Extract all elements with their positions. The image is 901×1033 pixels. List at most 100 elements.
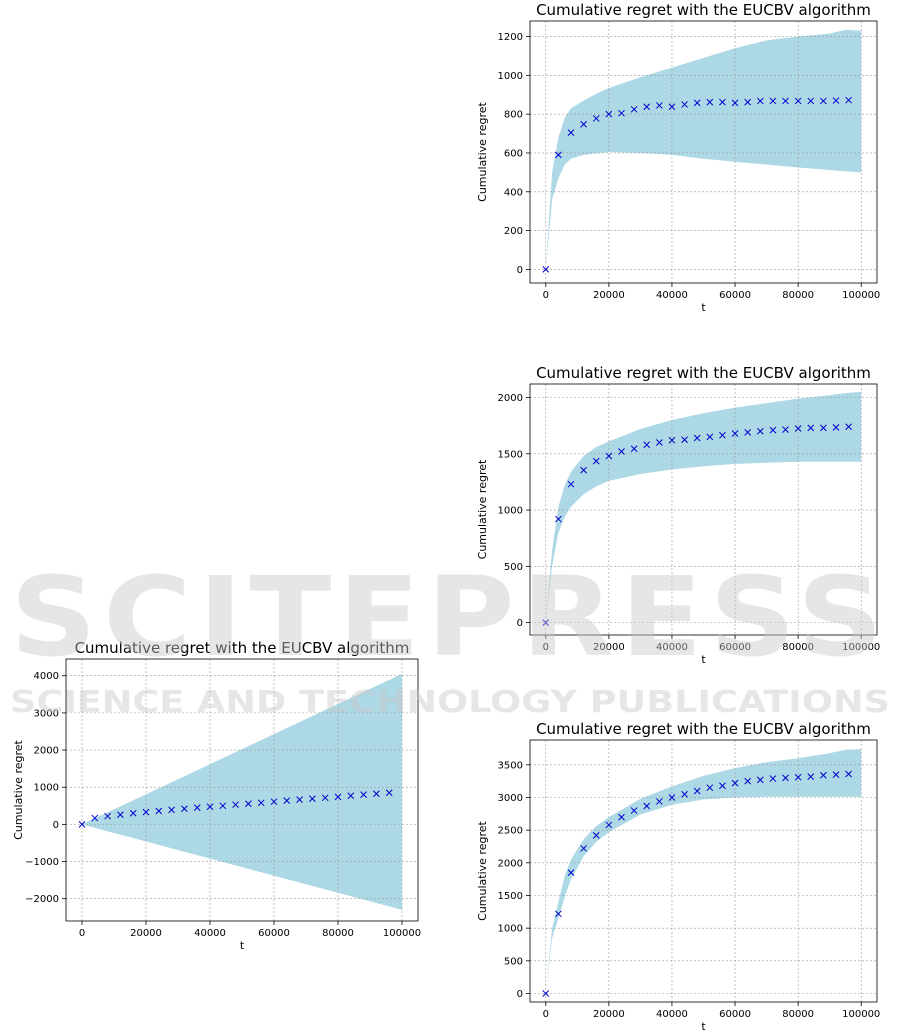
y-tick-label: 2000 (498, 858, 523, 869)
y-tick-label: 3000 (34, 708, 59, 719)
data-point (618, 109, 625, 117)
plot-frame (529, 383, 878, 636)
data-point (719, 98, 726, 106)
data-point (693, 434, 701, 442)
chart-title: Cumulative regret with the EUCBV algorit… (536, 1, 871, 19)
y-tick-label: 2500 (498, 826, 523, 837)
data-point (782, 426, 789, 433)
watermark-main: SCITEPRESS (10, 553, 890, 681)
x-tick-label: 100000 (383, 928, 421, 939)
data-point (769, 426, 777, 434)
data-point (168, 806, 175, 814)
y-axis-label: Cumulative regret (12, 739, 25, 839)
x-tick-label: 80000 (782, 290, 814, 301)
data-point (232, 801, 239, 809)
x-tick-label: 60000 (719, 1009, 751, 1020)
y-axis-label: Cumulative regret (476, 459, 489, 559)
plot-frame (529, 739, 878, 1003)
data-point (618, 448, 625, 455)
data-point (706, 784, 714, 792)
y-tick-label: 2000 (34, 746, 59, 757)
y-tick-label: 1500 (498, 891, 523, 902)
y-tick-label: 1000 (34, 783, 59, 794)
data-point (270, 798, 278, 806)
data-point (181, 805, 188, 813)
data-point (309, 795, 316, 803)
data-point (820, 424, 827, 432)
y-tick-label: 1500 (498, 449, 523, 460)
y-tick-label: 2000 (498, 393, 523, 404)
data-point (769, 97, 777, 105)
data-point (385, 789, 393, 797)
data-point (832, 771, 840, 778)
y-axis-label: Cumulative regret (476, 101, 489, 201)
x-tick-label: 0 (543, 642, 549, 653)
y-tick-label: 1000 (498, 924, 523, 935)
watermark-sub: SCIENCE AND TECHNOLOGY PUBLICATIONS (10, 685, 890, 720)
data-point (693, 787, 701, 795)
data-point (845, 96, 852, 104)
data-point (655, 102, 663, 109)
x-tick-label: 80000 (322, 928, 354, 939)
confidence-band (545, 749, 862, 994)
data-point (567, 480, 575, 488)
data-point (618, 813, 625, 821)
watermark: SCITEPRESS SCIENCE AND TECHNOLOGY PUBLIC… (10, 553, 890, 720)
data-point (373, 790, 380, 798)
data-point (731, 430, 739, 437)
y-axis-label: Cumulative regret (476, 820, 489, 920)
y-tick-label: 0 (517, 618, 523, 629)
data-point (592, 115, 600, 122)
data-point (756, 776, 764, 784)
confidence-band (545, 391, 862, 623)
y-tick-label: 1000 (498, 71, 523, 82)
data-point (542, 266, 550, 273)
data-point (542, 619, 550, 626)
data-point (630, 105, 638, 113)
data-point (555, 910, 562, 918)
data-point (605, 821, 613, 829)
data-point (142, 808, 150, 816)
x-tick-label: 20000 (130, 928, 162, 939)
data-point (719, 782, 726, 790)
data-point (605, 452, 613, 460)
x-tick-label: 60000 (719, 642, 751, 653)
data-point (555, 515, 562, 523)
y-tick-label: 200 (504, 226, 523, 237)
data-point (155, 807, 163, 815)
data-point (681, 436, 688, 444)
x-axis-label: t (701, 1020, 706, 1033)
data-point (334, 793, 342, 801)
y-tick-label: 1000 (498, 506, 523, 517)
x-tick-label: 20000 (593, 1009, 625, 1020)
data-point (794, 97, 802, 105)
y-tick-label: 500 (504, 956, 523, 967)
data-point (794, 773, 802, 781)
x-tick-label: 40000 (656, 642, 688, 653)
data-point (655, 439, 663, 446)
data-point (794, 425, 802, 432)
chart-1: 0 20000 40000 60000 80000 100000 0 200 400 600 800… (476, 1, 880, 314)
data-point (693, 99, 701, 107)
data-point (845, 423, 852, 431)
data-point (719, 431, 726, 439)
x-tick-label: 60000 (258, 928, 290, 939)
data-point (820, 97, 827, 105)
data-point (592, 832, 600, 839)
data-point (807, 773, 815, 780)
charts-layer: 0 20000 40000 60000 80000 1000000200400600800… (12, 1, 880, 1033)
data-point (296, 796, 303, 804)
data-point (580, 466, 587, 474)
y-tick-label: 500 (504, 562, 523, 573)
data-point (668, 436, 676, 444)
data-point (91, 814, 99, 822)
chart-title: Cumulative regret with the EUCBV algorit… (536, 720, 871, 738)
x-axis-label: t (701, 653, 706, 666)
chart-title: Cumulative regret with the EUCBV algorit… (75, 639, 410, 657)
data-point (769, 775, 777, 782)
x-tick-label: 80000 (782, 642, 814, 653)
data-point (219, 802, 227, 810)
x-tick-label: 0 (543, 1009, 549, 1020)
data-point (756, 427, 764, 435)
